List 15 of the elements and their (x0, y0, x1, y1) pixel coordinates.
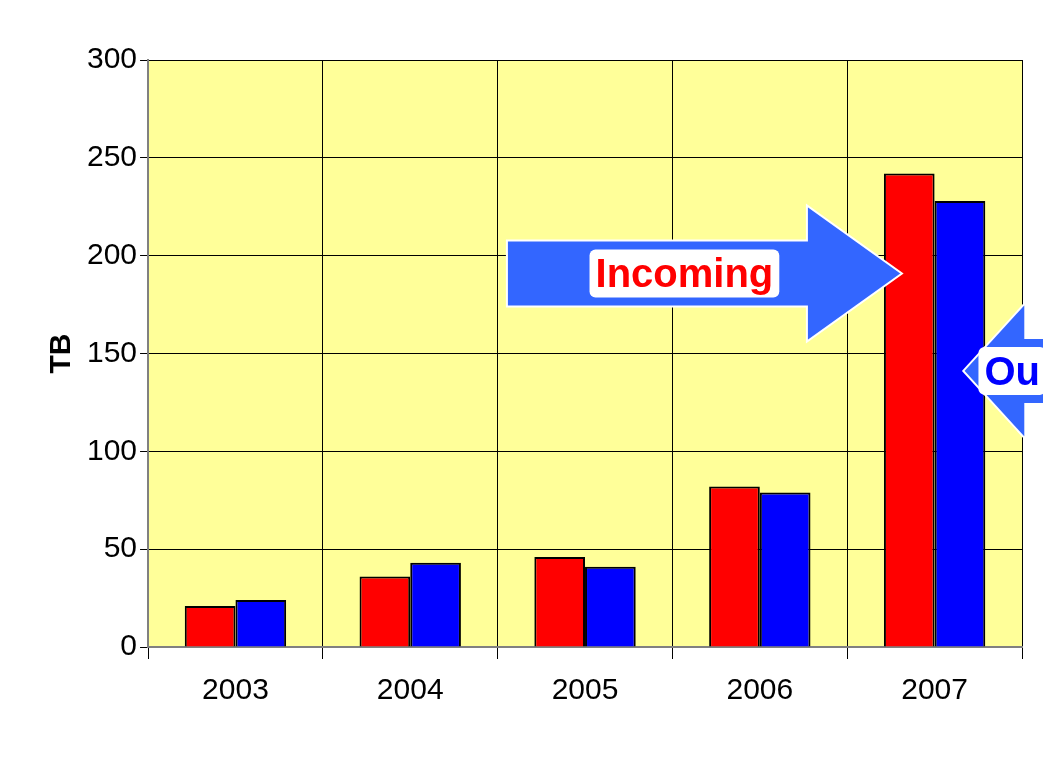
y-axis-title: TB (43, 333, 77, 374)
y-tick-label: 0 (120, 628, 138, 662)
x-tick-label: 2004 (376, 672, 444, 706)
y-tick-label: 200 (86, 236, 138, 270)
series-label: Ou (984, 348, 1040, 393)
y-tick-label: 50 (103, 530, 138, 564)
x-tick-label: 2005 (551, 672, 619, 706)
y-tick-label: 300 (86, 41, 138, 75)
x-tick-label: 2003 (202, 672, 269, 706)
y-tick-label: 150 (86, 334, 138, 368)
y-tick-label: 250 (86, 139, 138, 173)
x-tick-label: 2006 (726, 672, 794, 706)
y-tick-label: 100 (86, 432, 138, 466)
text: Incoming (595, 251, 774, 296)
x-tick-label: 2007 (901, 672, 968, 706)
